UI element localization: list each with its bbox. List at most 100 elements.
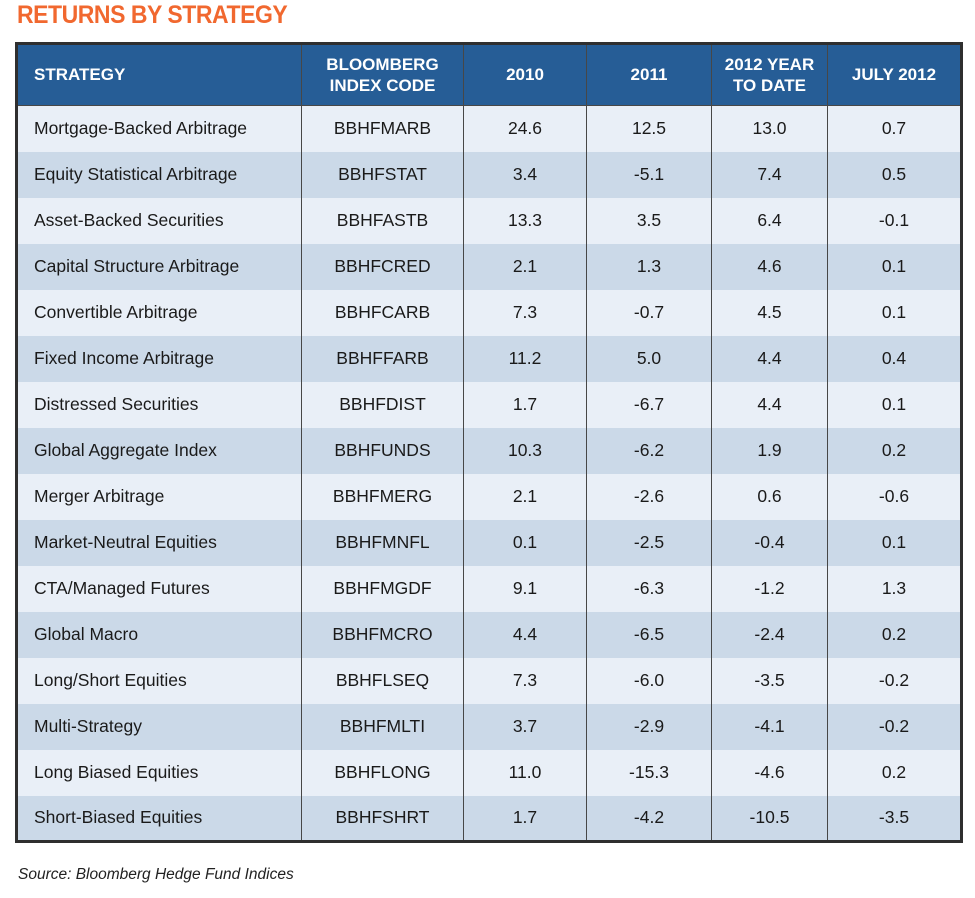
return-2012-ytd-cell: -10.5 [711,795,828,842]
strategy-cell: CTA/Managed Futures [16,565,302,612]
return-july-2012-cell: 0.7 [827,105,962,152]
return-2012-ytd-cell: -1.2 [711,565,828,612]
strategy-cell: Capital Structure Arbitrage [16,243,302,290]
column-header-bloomberg-index-code: BLOOMBERG INDEX CODE [301,43,464,106]
return-2012-ytd-cell: 4.5 [711,289,828,336]
column-header-2012-year-to-date: 2012 YEAR TO DATE [711,43,828,106]
strategy-cell: Mortgage-Backed Arbitrage [16,105,302,152]
return-2012-ytd-cell: -4.6 [711,749,828,796]
return-2010-cell: 9.1 [463,565,587,612]
table-row: Long Biased Equities BBHFLONG 11.0 -15.3… [16,749,962,796]
return-2012-ytd-cell: 4.4 [711,381,828,428]
return-2010-cell: 11.0 [463,749,587,796]
table-row: Distressed Securities BBHFDIST 1.7 -6.7 … [16,381,962,428]
page-title: RETURNS BY STRATEGY [17,1,288,29]
return-2010-cell: 13.3 [463,197,587,244]
return-july-2012-cell: 0.4 [827,335,962,382]
index-code-cell: BBHFMERG [301,473,464,520]
table-row: Market-Neutral Equities BBHFMNFL 0.1 -2.… [16,519,962,566]
returns-by-strategy-table: STRATEGY BLOOMBERG INDEX CODE 2010 2011 … [15,42,963,843]
return-2012-ytd-cell: -0.4 [711,519,828,566]
return-2011-cell: -6.2 [586,427,712,474]
return-july-2012-cell: 0.1 [827,381,962,428]
return-2010-cell: 3.7 [463,703,587,750]
table-row: Global Aggregate Index BBHFUNDS 10.3 -6.… [16,427,962,474]
table-body: Mortgage-Backed Arbitrage BBHFMARB 24.6 … [16,105,962,842]
return-july-2012-cell: 0.5 [827,151,962,198]
return-2012-ytd-cell: -4.1 [711,703,828,750]
return-july-2012-cell: -0.2 [827,657,962,704]
return-2010-cell: 7.3 [463,289,587,336]
return-2010-cell: 7.3 [463,657,587,704]
index-code-cell: BBHFDIST [301,381,464,428]
index-code-cell: BBHFMNFL [301,519,464,566]
index-code-cell: BBHFMLTI [301,703,464,750]
strategy-cell: Merger Arbitrage [16,473,302,520]
table-row: Multi-Strategy BBHFMLTI 3.7 -2.9 -4.1 -0… [16,703,962,750]
table-row: Equity Statistical Arbitrage BBHFSTAT 3.… [16,151,962,198]
table-row: Asset-Backed Securities BBHFASTB 13.3 3.… [16,197,962,244]
return-2012-ytd-cell: 7.4 [711,151,828,198]
return-2010-cell: 4.4 [463,611,587,658]
strategy-cell: Short-Biased Equities [16,795,302,842]
return-july-2012-cell: -3.5 [827,795,962,842]
table-row: Global Macro BBHFMCRO 4.4 -6.5 -2.4 0.2 [16,611,962,658]
return-2011-cell: -6.3 [586,565,712,612]
return-2010-cell: 2.1 [463,473,587,520]
index-code-cell: BBHFLONG [301,749,464,796]
strategy-cell: Multi-Strategy [16,703,302,750]
returns-table-container: STRATEGY BLOOMBERG INDEX CODE 2010 2011 … [15,42,963,843]
table-row: Fixed Income Arbitrage BBHFFARB 11.2 5.0… [16,335,962,382]
index-code-cell: BBHFSTAT [301,151,464,198]
return-2011-cell: 3.5 [586,197,712,244]
table-row: Capital Structure Arbitrage BBHFCRED 2.1… [16,243,962,290]
return-2011-cell: 5.0 [586,335,712,382]
return-2012-ytd-cell: 6.4 [711,197,828,244]
strategy-cell: Distressed Securities [16,381,302,428]
return-2011-cell: -15.3 [586,749,712,796]
return-july-2012-cell: 0.2 [827,749,962,796]
table-row: CTA/Managed Futures BBHFMGDF 9.1 -6.3 -1… [16,565,962,612]
return-july-2012-cell: -0.6 [827,473,962,520]
return-july-2012-cell: -0.1 [827,197,962,244]
return-2011-cell: -2.9 [586,703,712,750]
table-row: Convertible Arbitrage BBHFCARB 7.3 -0.7 … [16,289,962,336]
return-2011-cell: -6.0 [586,657,712,704]
return-july-2012-cell: 0.1 [827,243,962,290]
return-2011-cell: -5.1 [586,151,712,198]
return-2010-cell: 11.2 [463,335,587,382]
return-2011-cell: -2.6 [586,473,712,520]
column-header-strategy: STRATEGY [16,43,302,106]
return-2011-cell: 1.3 [586,243,712,290]
index-code-cell: BBHFSHRT [301,795,464,842]
strategy-cell: Fixed Income Arbitrage [16,335,302,382]
column-header-2010: 2010 [463,43,587,106]
table-header: STRATEGY BLOOMBERG INDEX CODE 2010 2011 … [16,43,962,106]
source-note: Source: Bloomberg Hedge Fund Indices [18,866,294,883]
strategy-cell: Market-Neutral Equities [16,519,302,566]
return-2012-ytd-cell: 4.6 [711,243,828,290]
column-header-july-2012: JULY 2012 [827,43,962,106]
return-2011-cell: -4.2 [586,795,712,842]
return-2010-cell: 0.1 [463,519,587,566]
return-2010-cell: 2.1 [463,243,587,290]
strategy-cell: Equity Statistical Arbitrage [16,151,302,198]
return-2012-ytd-cell: -2.4 [711,611,828,658]
return-july-2012-cell: 0.2 [827,427,962,474]
return-2010-cell: 1.7 [463,381,587,428]
column-header-2011: 2011 [586,43,712,106]
return-2011-cell: -6.5 [586,611,712,658]
strategy-cell: Asset-Backed Securities [16,197,302,244]
return-2010-cell: 1.7 [463,795,587,842]
return-2011-cell: -6.7 [586,381,712,428]
return-july-2012-cell: 0.2 [827,611,962,658]
return-july-2012-cell: 0.1 [827,289,962,336]
index-code-cell: BBHFCRED [301,243,464,290]
table-row: Merger Arbitrage BBHFMERG 2.1 -2.6 0.6 -… [16,473,962,520]
index-code-cell: BBHFCARB [301,289,464,336]
strategy-cell: Long/Short Equities [16,657,302,704]
table-row: Mortgage-Backed Arbitrage BBHFMARB 24.6 … [16,105,962,152]
index-code-cell: BBHFLSEQ [301,657,464,704]
index-code-cell: BBHFASTB [301,197,464,244]
table-row: Long/Short Equities BBHFLSEQ 7.3 -6.0 -3… [16,657,962,704]
